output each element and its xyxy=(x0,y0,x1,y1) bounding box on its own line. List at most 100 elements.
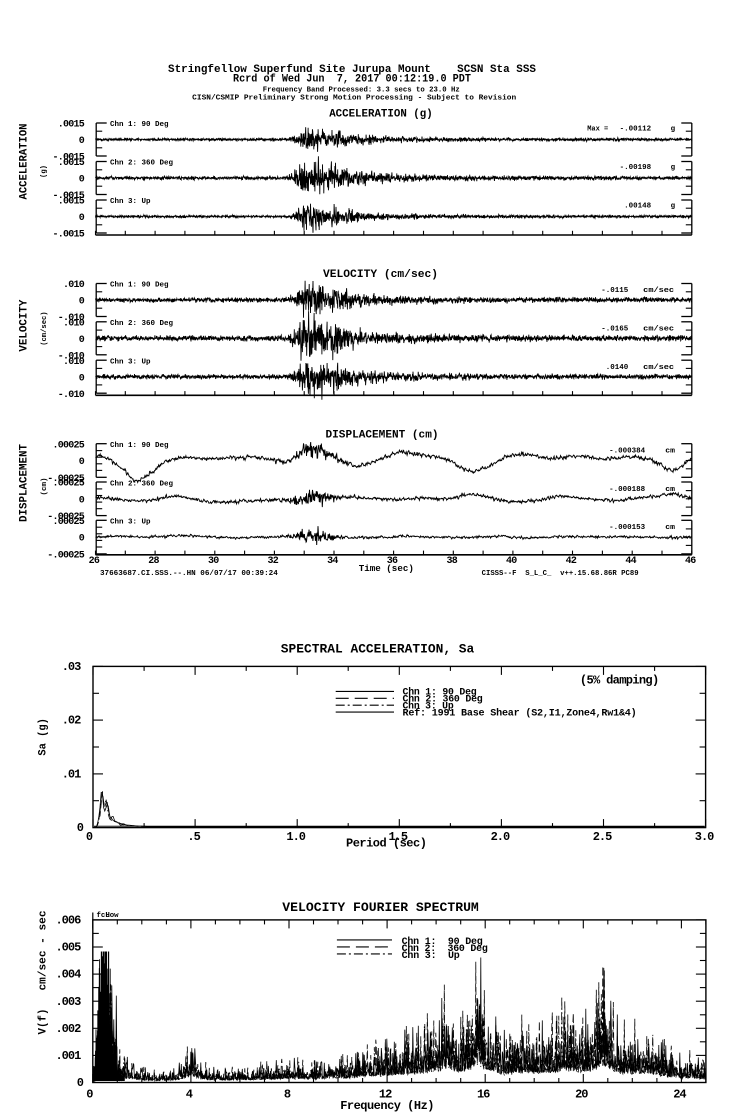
svg-text:Chn 2: 360 Deg: Chn 2: 360 Deg xyxy=(110,320,174,328)
svg-text:.00025: .00025 xyxy=(52,517,84,528)
svg-text:.010: .010 xyxy=(63,280,85,291)
svg-text:0: 0 xyxy=(77,1076,84,1090)
svg-text:.0140: .0140 xyxy=(606,364,629,372)
svg-text:.01: .01 xyxy=(62,768,81,782)
svg-text:42: 42 xyxy=(566,556,577,567)
svg-text:2.0: 2.0 xyxy=(491,830,510,844)
svg-text:0: 0 xyxy=(79,175,85,186)
svg-text:g: g xyxy=(671,164,676,172)
svg-text:44: 44 xyxy=(625,556,636,567)
svg-text:cm/sec - sec: cm/sec - sec xyxy=(38,911,50,991)
svg-text:0: 0 xyxy=(79,213,85,224)
svg-text:30: 30 xyxy=(208,556,219,567)
svg-text:cm/sec: cm/sec xyxy=(643,325,674,333)
svg-text:-.000153: -.000153 xyxy=(609,524,646,532)
svg-text:Chn 1: 90 Deg: Chn 1: 90 Deg xyxy=(402,936,483,948)
svg-text:Chn 2: 360 Deg: Chn 2: 360 Deg xyxy=(110,160,174,168)
svg-text:.001: .001 xyxy=(55,1049,81,1063)
svg-text:0: 0 xyxy=(77,821,84,835)
svg-text:V(f): V(f) xyxy=(38,1009,50,1035)
svg-text:.010: .010 xyxy=(63,318,85,329)
svg-text:VELOCITY (cm/sec): VELOCITY (cm/sec) xyxy=(323,269,438,281)
svg-text:-.0015: -.0015 xyxy=(52,191,84,202)
svg-text:-.00198: -.00198 xyxy=(620,164,652,172)
svg-text:20: 20 xyxy=(575,1088,588,1102)
svg-text:Frequency (Hz): Frequency (Hz) xyxy=(340,1099,434,1113)
svg-text:24: 24 xyxy=(673,1088,686,1102)
svg-text:.0015: .0015 xyxy=(58,197,85,208)
svg-text:0: 0 xyxy=(79,534,85,545)
svg-text:4: 4 xyxy=(186,1088,193,1102)
svg-text:Ref: 1991 Base Shear (S2,I1,Zo: Ref: 1991 Base Shear (S2,I1,Zone4,Rw1&4) xyxy=(403,707,637,719)
svg-text:-.0115: -.0115 xyxy=(601,287,629,295)
svg-text:Stringfellow Superfund Site Ju: Stringfellow Superfund Site Jurupa Mount… xyxy=(168,64,536,76)
svg-text:H: H xyxy=(105,912,110,920)
svg-text:-.00025: -.00025 xyxy=(47,512,85,523)
svg-text:-.0165: -.0165 xyxy=(601,325,629,333)
svg-text:.0015: .0015 xyxy=(58,158,85,169)
svg-text:37663687.CI.SSS.--.HN 06/07/17: 37663687.CI.SSS.--.HN 06/07/17 00:39:24 xyxy=(100,570,278,578)
svg-text:.005: .005 xyxy=(55,941,81,955)
svg-text:.03: .03 xyxy=(62,660,81,674)
svg-text:ACCELERATION (g): ACCELERATION (g) xyxy=(329,108,433,120)
svg-text:0: 0 xyxy=(79,136,85,147)
svg-text:(5% damping): (5% damping) xyxy=(580,673,659,687)
svg-text:0: 0 xyxy=(79,457,85,468)
svg-text:.002: .002 xyxy=(55,1022,81,1036)
svg-text:-.010: -.010 xyxy=(58,390,85,401)
svg-text:-.010: -.010 xyxy=(58,313,85,324)
svg-text:g: g xyxy=(671,203,676,211)
svg-text:0: 0 xyxy=(86,830,93,844)
svg-text:-.0015: -.0015 xyxy=(52,230,84,241)
svg-text:cm: cm xyxy=(665,486,675,494)
svg-text:Sa (g): Sa (g) xyxy=(37,718,49,756)
svg-text:Chn 1: 90 Deg: Chn 1: 90 Deg xyxy=(110,121,169,129)
svg-text:Frequency Band Processed: 3.3: Frequency Band Processed: 3.3 secs to 23… xyxy=(263,86,460,94)
svg-text:Chn 3: Up: Chn 3: Up xyxy=(110,519,151,527)
svg-text:Max =: Max = xyxy=(587,126,608,134)
svg-text:Chn 1: 90 Deg: Chn 1: 90 Deg xyxy=(110,282,169,290)
svg-text:0: 0 xyxy=(79,335,85,346)
svg-text:.00148: .00148 xyxy=(624,203,652,211)
svg-text:.00025: .00025 xyxy=(52,440,84,451)
svg-text:.00025: .00025 xyxy=(52,479,84,490)
svg-text:32: 32 xyxy=(268,556,279,567)
svg-text:1.0: 1.0 xyxy=(286,830,305,844)
svg-text:-.010: -.010 xyxy=(58,351,85,362)
svg-text:46: 46 xyxy=(685,556,696,567)
svg-text:40: 40 xyxy=(506,556,517,567)
svg-text:1.5: 1.5 xyxy=(388,830,407,844)
svg-text:34: 34 xyxy=(327,556,338,567)
svg-text:Chn 3: Up: Chn 3: Up xyxy=(403,701,454,713)
svg-text:-.00112: -.00112 xyxy=(620,126,652,134)
svg-text:-.00025: -.00025 xyxy=(47,551,85,562)
svg-text:Time (sec): Time (sec) xyxy=(359,563,414,574)
svg-text:DISPLACEMENT: DISPLACEMENT xyxy=(18,444,30,522)
svg-text:VELOCITY: VELOCITY xyxy=(18,299,30,351)
svg-text:CISSS--F S_L_C_ v++.15.68.86: CISSS--F S_L_C_ v++.15.68.86R PC89 xyxy=(482,570,639,578)
svg-text:cm/sec: cm/sec xyxy=(643,364,674,372)
svg-text:3.0: 3.0 xyxy=(695,830,714,844)
svg-text:Chn 3: Up: Chn 3: Up xyxy=(110,358,151,366)
svg-text:Chn 2: 360 Deg: Chn 2: 360 Deg xyxy=(403,694,483,706)
svg-text:Chn 3: Up: Chn 3: Up xyxy=(402,950,460,962)
svg-text:28: 28 xyxy=(148,556,159,567)
svg-text:0: 0 xyxy=(86,1088,93,1102)
svg-text:.0015: .0015 xyxy=(58,120,85,131)
svg-text:.003: .003 xyxy=(55,995,81,1009)
svg-text:Period (sec): Period (sec) xyxy=(346,837,426,851)
svg-text:Chn 1: 90 Deg: Chn 1: 90 Deg xyxy=(110,442,169,450)
svg-text:-.00025: -.00025 xyxy=(47,474,85,485)
svg-text:DISPLACEMENT (cm): DISPLACEMENT (cm) xyxy=(326,429,439,441)
svg-text:CISN/CSMIP Preliminary Strong: CISN/CSMIP Preliminary Strong Motion Pro… xyxy=(192,94,517,102)
svg-text:36: 36 xyxy=(387,556,398,567)
svg-text:cm: cm xyxy=(665,524,675,532)
svg-text:SPECTRAL ACCELERATION, Sa: SPECTRAL ACCELERATION, Sa xyxy=(281,641,475,656)
svg-text:8: 8 xyxy=(284,1088,291,1102)
svg-text:12: 12 xyxy=(379,1088,392,1102)
svg-text:Chn 2: 360 Deg: Chn 2: 360 Deg xyxy=(402,943,488,955)
svg-text:VELOCITY FOURIER SPECTRUM: VELOCITY FOURIER SPECTRUM xyxy=(282,900,479,915)
svg-text:-.000384: -.000384 xyxy=(609,448,646,456)
svg-text:2.5: 2.5 xyxy=(593,830,612,844)
svg-text:0: 0 xyxy=(79,297,85,308)
